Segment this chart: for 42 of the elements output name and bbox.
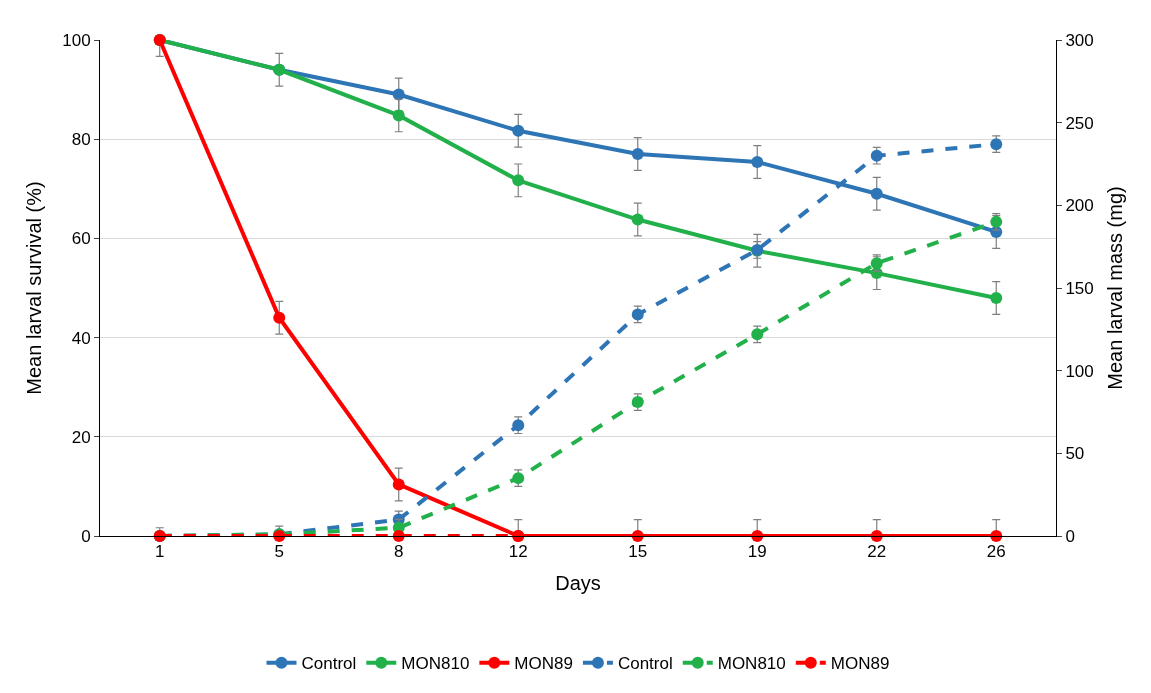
point [392, 478, 405, 491]
legend-label: Control [617, 654, 673, 674]
y2-tick-label: 50 [1065, 444, 1085, 464]
y-tick-label: 80 [71, 130, 91, 150]
x-tick-label: 19 [747, 542, 767, 562]
y2-tick-label: 100 [1065, 361, 1094, 381]
x-tick-label: 5 [274, 542, 284, 562]
legend-label: Control [301, 654, 357, 674]
y-tick-label: 0 [81, 526, 91, 546]
point [990, 291, 1003, 304]
point [870, 187, 883, 200]
y-tick-label: 40 [71, 328, 91, 348]
point [273, 311, 286, 324]
y2-tick-label: 300 [1065, 30, 1094, 50]
y-tick-label: 20 [71, 427, 91, 447]
point [512, 174, 525, 187]
point [512, 124, 525, 137]
legend-label: MON89 [830, 654, 890, 674]
y2-tick-label: 0 [1065, 526, 1075, 546]
point [990, 530, 1003, 542]
y-axis-title: Mean larval survival (%) [22, 181, 45, 395]
point [631, 148, 644, 161]
legend-label: MON89 [514, 654, 573, 674]
x-tick-label: 12 [508, 542, 528, 562]
legend-label: MON810 [401, 654, 470, 674]
y2-axis-title: Mean larval mass (mg) [1104, 186, 1127, 390]
x-tick-label: 1 [155, 542, 165, 562]
x-tick-label: 26 [986, 542, 1006, 562]
y2-tick-label: 200 [1065, 196, 1094, 216]
point [751, 156, 764, 169]
x-tick-label: 8 [394, 542, 404, 562]
x-axis-title: Days [555, 571, 601, 594]
x-tick-label: 22 [867, 542, 887, 562]
legend-label: MON810 [717, 654, 786, 674]
y2-tick-label: 250 [1065, 113, 1094, 133]
x-tick-label: 15 [628, 542, 648, 562]
point [631, 213, 644, 226]
y-tick-label: 100 [62, 30, 91, 50]
point [392, 109, 405, 122]
point [751, 530, 764, 542]
y2-tick-label: 150 [1065, 278, 1094, 298]
y-tick-label: 60 [71, 229, 91, 249]
